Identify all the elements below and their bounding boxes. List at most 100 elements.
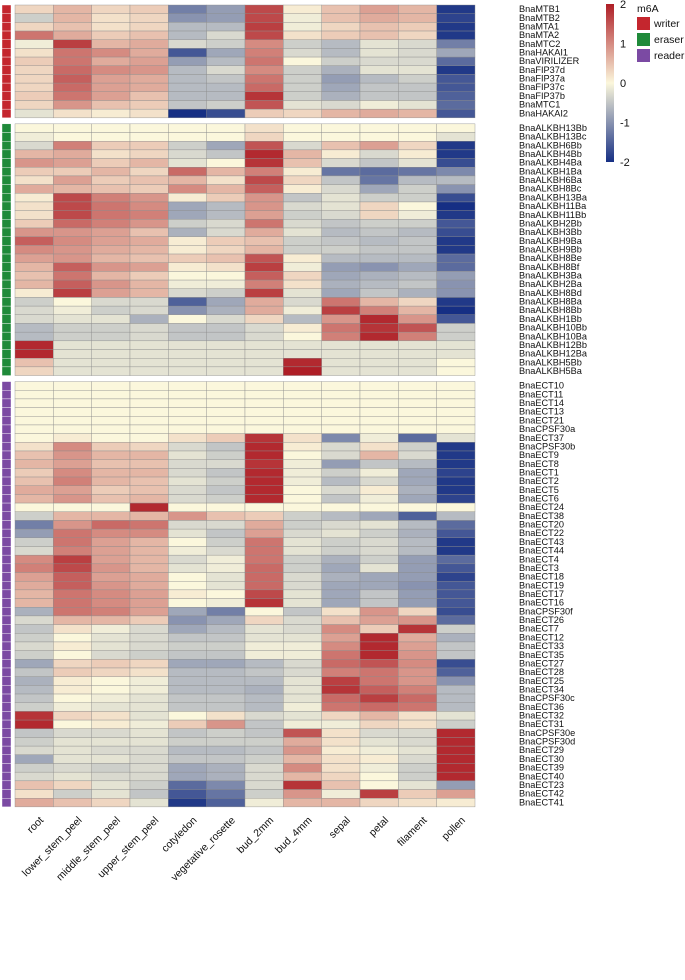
heatmap-cell — [168, 56, 207, 66]
heatmap-cell — [321, 30, 361, 40]
heatmap-cell — [168, 650, 207, 660]
heatmap-cell — [53, 305, 92, 315]
heatmap-cell — [244, 158, 284, 168]
heatmap-cell — [53, 450, 92, 460]
heatmap-cell — [53, 149, 92, 159]
heatmap-cell — [359, 502, 399, 512]
heatmap-cell — [14, 754, 54, 764]
heatmap-cell — [321, 39, 361, 49]
heatmap-cell — [321, 693, 361, 703]
heatmap-cell — [359, 511, 399, 521]
heatmap-cell — [283, 22, 322, 32]
heatmap-cell — [398, 520, 437, 530]
heatmap-cell — [359, 433, 399, 443]
heatmap-cell — [206, 554, 246, 565]
heatmap-cell — [398, 554, 437, 565]
heatmap-cell — [53, 754, 92, 764]
heatmap-cell — [168, 323, 207, 333]
heatmap-cell — [129, 581, 169, 591]
heatmap-cell — [436, 667, 476, 677]
heatmap-cell — [206, 754, 246, 764]
heatmap-cell — [283, 279, 322, 289]
heatmap-cell — [168, 589, 207, 599]
heatmap-cell — [359, 219, 399, 229]
heatmap-cell — [398, 476, 437, 486]
heatmap-cell — [244, 607, 284, 617]
heatmap-cell — [168, 728, 207, 738]
heatmap-cell — [321, 798, 361, 808]
heatmap-cell — [129, 771, 169, 782]
heatmap-cell — [321, 641, 361, 651]
heatmap-cell — [14, 123, 54, 133]
heatmap-cell — [206, 245, 246, 255]
group-annotation-cell — [1, 771, 12, 782]
heatmap-cell — [359, 140, 399, 151]
heatmap-cell — [436, 771, 476, 782]
heatmap-cell — [398, 245, 437, 255]
heatmap-cell — [53, 323, 92, 333]
heatmap-cell — [14, 366, 54, 376]
heatmap-cell — [53, 416, 92, 426]
heatmap-cell — [244, 340, 284, 350]
row-label: BnaECT32 — [519, 711, 564, 721]
heatmap-cell — [168, 528, 207, 538]
heatmap-cell — [244, 331, 284, 342]
heatmap-cell — [91, 271, 131, 281]
heatmap-cell — [53, 140, 92, 151]
heatmap-cell — [91, 227, 131, 237]
heatmap-cell — [244, 82, 284, 93]
heatmap-cell — [206, 468, 246, 478]
heatmap-cell — [206, 485, 246, 495]
heatmap-cell — [398, 676, 437, 686]
row-label: BnaECT28 — [519, 667, 564, 677]
heatmap-cell — [129, 598, 169, 608]
heatmap-cell — [168, 236, 207, 246]
heatmap-cell — [129, 737, 169, 747]
heatmap-cell — [14, 485, 54, 495]
heatmap-cell — [14, 598, 54, 608]
heatmap-cell — [321, 424, 361, 434]
heatmap-cell — [398, 598, 437, 608]
heatmap-cell — [53, 485, 92, 495]
heatmap-cell — [398, 184, 437, 194]
heatmap-cell — [129, 459, 169, 469]
group-annotation-cell — [1, 468, 12, 478]
heatmap-cell — [398, 624, 437, 634]
heatmap-cell — [14, 340, 54, 350]
heatmap-cell — [283, 108, 322, 119]
heatmap-cell — [283, 528, 322, 538]
heatmap-cell — [283, 56, 322, 66]
heatmap-cell — [53, 331, 92, 342]
heatmap-cell — [206, 641, 246, 651]
row-label: BnaALKBH8Ba — [519, 297, 583, 307]
heatmap-cell — [359, 210, 399, 220]
row-label: BnaECT24 — [519, 502, 564, 512]
heatmap-cell — [91, 598, 131, 608]
heatmap-cell — [436, 502, 476, 512]
heatmap-cell — [436, 780, 476, 790]
heatmap-cell — [398, 314, 437, 324]
heatmap-cell — [398, 502, 437, 512]
heatmap-cell — [168, 693, 207, 703]
heatmap-cell — [359, 494, 399, 504]
heatmap-cell — [53, 763, 92, 773]
heatmap-cell — [244, 468, 284, 478]
heatmap-cell — [206, 39, 246, 49]
row-label: BnaCPSF30a — [519, 424, 576, 434]
heatmap-cell — [14, 581, 54, 591]
heatmap-cell — [436, 745, 476, 755]
row-label: BnaALKBH1Bb — [519, 314, 582, 324]
heatmap-cell — [283, 123, 322, 133]
heatmap-cell — [53, 201, 92, 211]
heatmap-cell — [359, 262, 399, 272]
heatmap-cell — [14, 537, 54, 547]
group-annotation-cell — [1, 589, 12, 599]
row-label: BnaFIP37d — [519, 65, 565, 75]
heatmap-cell — [244, 667, 284, 677]
heatmap-cell — [206, 745, 246, 755]
heatmap-cell — [436, 563, 476, 573]
heatmap-cell — [206, 537, 246, 547]
heatmap-cell — [244, 633, 284, 643]
heatmap-cell — [91, 297, 131, 307]
heatmap-cell — [129, 65, 169, 75]
